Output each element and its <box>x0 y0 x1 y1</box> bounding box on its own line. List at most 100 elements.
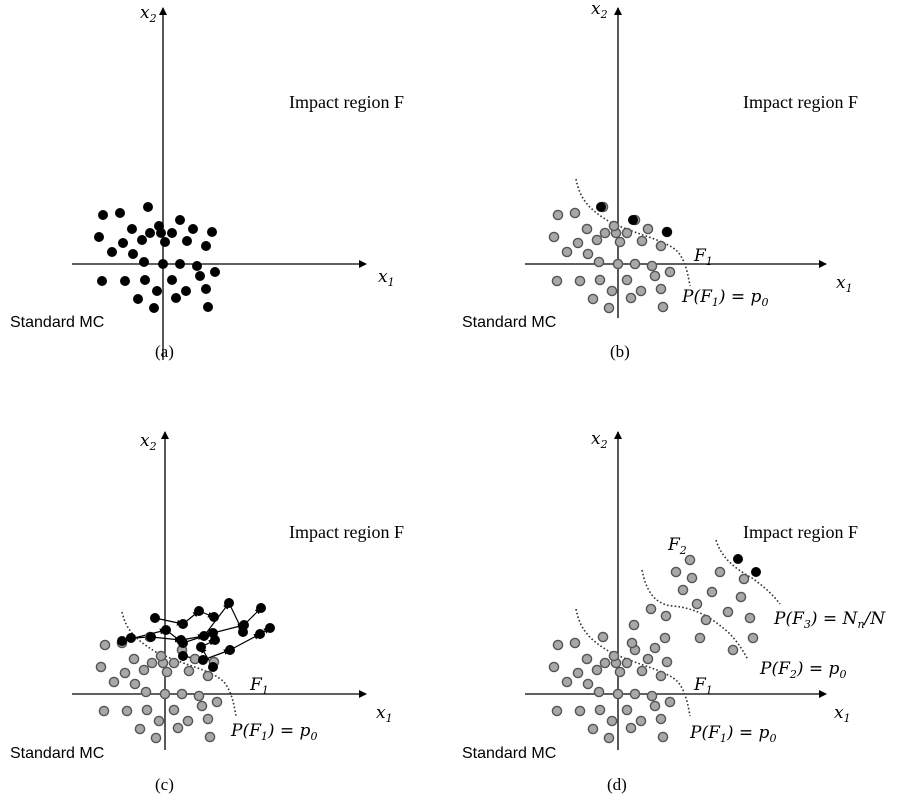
sample-point-gray <box>572 237 584 249</box>
chain-point <box>199 631 209 641</box>
y-axis-label: x2 <box>140 431 157 453</box>
sample-point-gray <box>649 700 661 712</box>
sample-point <box>107 247 117 257</box>
sample-point-gray <box>591 664 603 676</box>
sample-point <box>175 259 185 269</box>
sample-point <box>160 237 170 247</box>
sample-point-gray <box>635 285 647 297</box>
sample-point <box>98 210 108 220</box>
chain-point <box>225 645 235 655</box>
sample-point-gray <box>150 732 162 744</box>
panel-caption: (a) <box>155 342 174 361</box>
standard-mc-label: Standard MC <box>10 745 104 762</box>
seed-point <box>628 215 638 225</box>
sample-point-gray <box>646 260 658 272</box>
chain-point <box>198 655 208 665</box>
sample-point <box>171 293 181 303</box>
panel-d: x1 x2 Impact region F Standard MC (d) F2… <box>462 429 886 794</box>
sample-point-gray <box>664 266 676 278</box>
sample-point-gray <box>614 666 626 678</box>
sample-point-gray <box>608 220 620 232</box>
sample-point-gray <box>612 688 624 700</box>
sample-point-gray <box>744 612 756 624</box>
sample-point-gray <box>161 666 173 678</box>
sample-point-gray <box>204 731 216 743</box>
sample-point-gray <box>649 270 661 282</box>
sample-point-gray <box>168 704 180 716</box>
final-point <box>751 567 761 577</box>
probability-label-f2: P(F2) = p0 <box>759 659 846 681</box>
sample-point <box>145 228 155 238</box>
sample-point <box>181 286 191 296</box>
sample-points <box>548 201 676 314</box>
sample-point-gray <box>587 723 599 735</box>
sample-point-gray <box>141 704 153 716</box>
probability-label-f3: P(F3) = Nn/N <box>773 609 886 631</box>
sample-point-gray <box>694 632 706 644</box>
chain-point <box>126 633 136 643</box>
sample-point-gray <box>670 566 682 578</box>
sample-point-gray <box>727 644 739 656</box>
sample-point-gray <box>606 715 618 727</box>
sample-point <box>188 224 198 234</box>
y-axis-label: x2 <box>591 0 608 21</box>
sample-point-gray <box>657 731 669 743</box>
sample-point-gray <box>202 670 214 682</box>
boundary-f1 <box>575 178 691 287</box>
sample-point-gray <box>606 285 618 297</box>
chain-point <box>265 623 275 633</box>
probability-label-f1: P(F1) = p0 <box>681 287 768 309</box>
sample-points <box>548 554 761 744</box>
boundary-label-f2: F2 <box>667 535 687 557</box>
sample-point-gray <box>655 240 667 252</box>
chain-point <box>210 635 220 645</box>
sample-point <box>154 221 164 231</box>
sample-point <box>152 286 162 296</box>
sample-point <box>158 259 168 269</box>
impact-region-label: Impact region F <box>743 522 858 542</box>
sample-point-gray <box>134 723 146 735</box>
sample-point-gray <box>569 637 581 649</box>
sample-point-gray <box>587 293 599 305</box>
standard-mc-label: Standard MC <box>10 314 104 331</box>
x-axis-label: x1 <box>834 703 851 725</box>
sample-point-gray <box>172 722 184 734</box>
sample-point <box>149 303 159 313</box>
sample-point-gray <box>664 696 676 708</box>
chain-point <box>178 651 188 661</box>
sample-point-gray <box>625 722 637 734</box>
sample-point-gray <box>582 248 594 260</box>
sample-point-gray <box>735 591 747 603</box>
sample-point-gray <box>153 715 165 727</box>
sample-point-gray <box>714 566 726 578</box>
sample-point-gray <box>168 657 180 669</box>
sample-point-gray <box>625 292 637 304</box>
sample-point-gray <box>599 227 611 239</box>
sample-point-gray <box>108 676 120 688</box>
sample-point-gray <box>599 657 611 669</box>
chain-point <box>239 620 249 630</box>
sample-point-gray <box>642 223 654 235</box>
sample-point-gray <box>593 256 605 268</box>
sample-point-gray <box>655 670 667 682</box>
boundary-f2 <box>641 569 749 661</box>
x-axis-label: x1 <box>836 273 853 295</box>
sample-point-gray <box>582 678 594 690</box>
sample-point-gray <box>119 667 131 679</box>
sample-point <box>192 261 202 271</box>
sample-point <box>175 215 185 225</box>
panel-a: x1 x2 Impact region F Standard MC (a) <box>10 3 404 361</box>
impact-region-label: Impact region F <box>289 92 404 112</box>
chain-point <box>178 638 188 648</box>
sample-point-gray <box>129 678 141 690</box>
chain-arrow <box>212 623 245 634</box>
chain-point <box>209 612 219 622</box>
sample-point-gray <box>121 705 133 717</box>
sample-point-gray <box>621 657 633 669</box>
chain-point <box>194 606 204 616</box>
sample-point-gray <box>561 246 573 258</box>
sample-point-gray <box>202 713 214 725</box>
chain-point <box>146 632 156 642</box>
sample-point-gray <box>574 275 586 287</box>
